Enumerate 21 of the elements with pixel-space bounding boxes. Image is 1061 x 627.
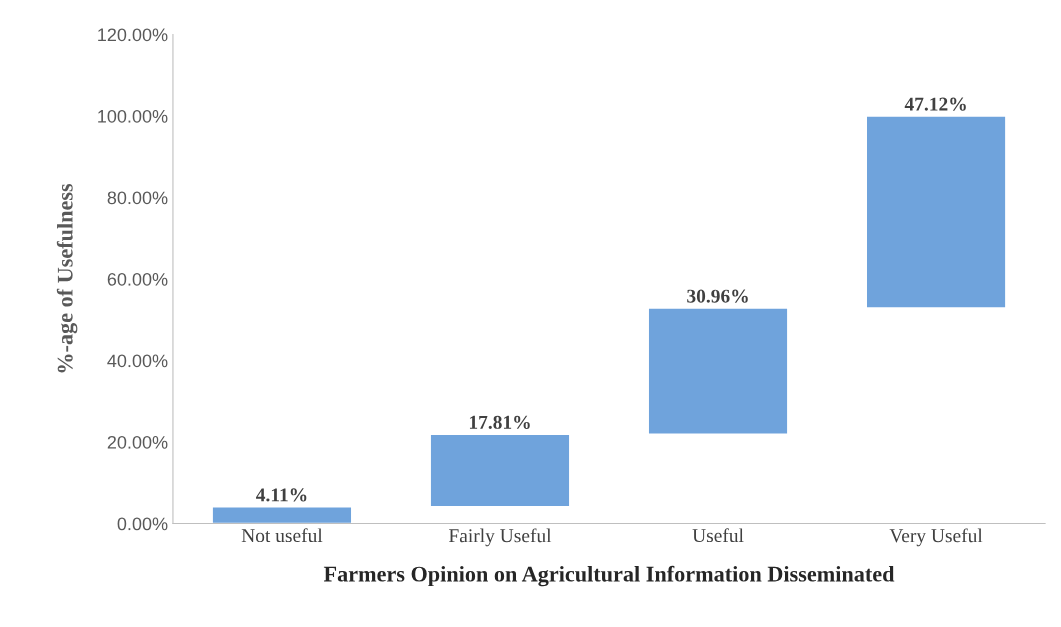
data-label: 17.81% (469, 415, 530, 429)
y-tick-label: 40.00% (107, 354, 168, 368)
data-label: 30.96% (687, 289, 748, 303)
y-tick-label: 120.00% (98, 28, 168, 42)
x-tick-label: Fairly Useful (448, 528, 552, 547)
x-tick-label: Not useful (241, 528, 323, 543)
y-tick-label: 60.00% (107, 272, 168, 286)
y-tick-label: 100.00% (98, 109, 168, 123)
x-tick-label: Useful (692, 528, 744, 543)
data-label: 4.11% (256, 488, 307, 502)
bar (865, 115, 1007, 309)
bar (211, 506, 353, 524)
y-tick-label: 20.00% (107, 435, 168, 449)
bar (647, 307, 789, 435)
y-tick-label: 0.00% (117, 517, 168, 531)
x-tick-label: Very Useful (889, 528, 983, 547)
y-tick-label: 80.00% (107, 191, 168, 205)
bar (429, 433, 571, 508)
y-axis-title: %-age of Usefulness (56, 183, 78, 373)
x-axis-title: Farmers Opinion on Agricultural Information Disseminated (323, 565, 895, 587)
data-label: 47.12% (904, 97, 966, 111)
